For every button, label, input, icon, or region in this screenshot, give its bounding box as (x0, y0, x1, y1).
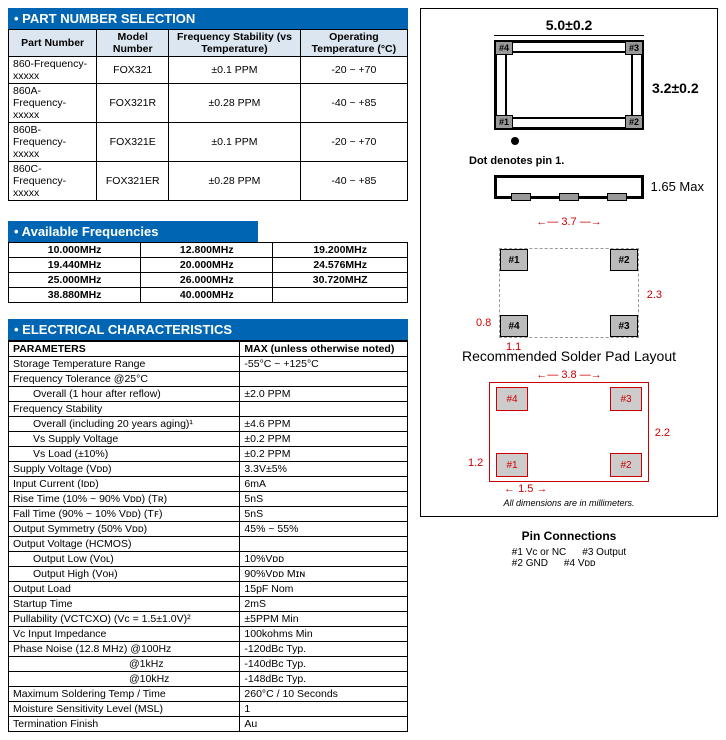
part-number-table: Part Number Model Number Frequency Stabi… (8, 29, 408, 201)
layout-dim-bottom: ← 1.5 → (504, 483, 547, 495)
solder-pad-title: Recommended Solder Pad Layout (449, 348, 689, 364)
electrical-characteristics-header: • ELECTRICAL CHARACTERISTICS (8, 319, 408, 340)
table-row: Overall (including 20 years aging)¹±4.6 … (9, 417, 408, 432)
table-row: 10.000MHz12.800MHz19.200MHz (9, 243, 408, 258)
part-number-selection-header: • PART NUMBER SELECTION (8, 8, 408, 29)
layout-pad-4: #4 (496, 387, 528, 411)
layout-dim-height: 2.2 (655, 427, 670, 439)
package-side-view (494, 175, 644, 199)
dim-height: 3.2±0.2 (652, 80, 699, 96)
table-row: Output Load15pF Nom (9, 582, 408, 597)
table-row: Phase Noise (12.8 MHz) @100Hz-120dBc Typ… (9, 642, 408, 657)
dot-label: Dot denotes pin 1. (469, 155, 689, 167)
col-model-number: Model Number (97, 30, 169, 57)
table-row: Output Low (Vᴏʟ)10%Vᴅᴅ (9, 552, 408, 567)
table-row: Output Symmetry (50% Vᴅᴅ)45% ~ 55% (9, 522, 408, 537)
table-row: Storage Temperature Range-55°C ~ +125°C (9, 357, 408, 372)
table-row: Rise Time (10% ~ 90% Vᴅᴅ) (Tʀ)5nS (9, 492, 408, 507)
table-row: Vᴄ Input Impedance100kohms Min (9, 627, 408, 642)
dimensions-note: All dimensions are in millimeters. (449, 498, 689, 508)
solder-dim-bottom: 1.1 (506, 341, 521, 353)
table-row: @1kHz-140dBc Typ. (9, 657, 408, 672)
col-freq-stability: Frequency Stability (vs Temperature) (169, 30, 301, 57)
table-row: Frequency Stability (9, 402, 408, 417)
pin-3-marker: #3 (625, 41, 643, 55)
table-row: Vs Supply Voltage±0.2 PPM (9, 432, 408, 447)
electrical-table: PARAMETERS MAX (unless otherwise noted) … (8, 340, 408, 732)
layout-pad-2: #2 (610, 453, 642, 477)
table-row: Maximum Soldering Temp / Time260°C / 10 … (9, 687, 408, 702)
package-panel: 5.0±0.2 #1 #2 #3 #4 3.2±0.2 Dot denotes … (420, 8, 718, 517)
table-row: Pullability (VCTCXO) (Vᴄ = 1.5±1.0V)²±5P… (9, 612, 408, 627)
solder-pad-1: #1 (500, 249, 528, 271)
table-row: Overall (1 hour after reflow)±2.0 PPM (9, 387, 408, 402)
layout-dim-left: 1.2 (468, 457, 483, 469)
solder-pad-2: #2 (610, 249, 638, 271)
table-row: Moisture Sensitivity Level (MSL)1 (9, 702, 408, 717)
solder-dim-height: 2.3 (647, 289, 662, 301)
table-row: @10kHz-148dBc Typ. (9, 672, 408, 687)
dim-width: 5.0±0.2 (449, 17, 689, 33)
table-row: Input Current (Iᴅᴅ)6mA (9, 477, 408, 492)
dim-thickness: 1.65 Max (651, 179, 704, 194)
col-parameters: PARAMETERS (9, 341, 240, 357)
solder-dim-left: 0.8 (476, 317, 491, 329)
solder-dim-width: ←— 3.7 —→ (499, 216, 639, 228)
recommended-layout: #1 #2 #3 #4 ←— 3.8 —→ 2.2 1.2 ← 1.5 → (489, 382, 649, 482)
col-op-temp: Operating Temperature (°C) (300, 30, 407, 57)
layout-pad-1: #1 (496, 453, 528, 477)
table-row: Vs Load (±10%)±0.2 PPM (9, 447, 408, 462)
solder-pad-4: #4 (500, 315, 528, 337)
table-row: 860A-Frequency-xxxxxFOX321R±0.28 PPM-40 … (9, 84, 408, 123)
table-row: Output Voltage (HCMOS) (9, 537, 408, 552)
table-row: 860-Frequency-xxxxxFOX321±0.1 PPM-20 ~ +… (9, 57, 408, 84)
pin-connections-grid: #1 Vc or NC#3 Output #2 GND#4 Vᴅᴅ (512, 547, 626, 569)
col-part-number: Part Number (9, 30, 97, 57)
table-row: Fall Time (90% ~ 10% Vᴅᴅ) (Tꜰ)5nS (9, 507, 408, 522)
pin-2-marker: #2 (625, 115, 643, 129)
available-frequencies-header: • Available Frequencies (8, 221, 258, 242)
table-row: Termination FinishAu (9, 717, 408, 732)
pin1-dot (511, 137, 519, 145)
table-row: 25.000MHz26.000MHz30.720MHZ (9, 273, 408, 288)
table-row: Frequency Tolerance @25°C (9, 372, 408, 387)
frequencies-table: 10.000MHz12.800MHz19.200MHz19.440MHz20.0… (8, 242, 408, 303)
package-top-view: #1 #2 #3 #4 (494, 40, 644, 130)
pin-connections-title: Pin Connections (420, 529, 718, 543)
layout-pad-3: #3 (610, 387, 642, 411)
table-row: 860C-Frequency-xxxxxFOX321ER±0.28 PPM-40… (9, 162, 408, 201)
table-row: 38.880MHz40.000MHz (9, 288, 408, 303)
table-row: Output High (Vᴏʜ)90%Vᴅᴅ Mɪɴ (9, 567, 408, 582)
table-row: Supply Voltage (Vᴅᴅ)3.3V±5% (9, 462, 408, 477)
solder-pad-layout: #1 #2 #3 #4 2.3 0.8 1.1 (499, 248, 639, 338)
pin-1-marker: #1 (495, 115, 513, 129)
table-row: 860B-Frequency-xxxxxFOX321E±0.1 PPM-20 ~… (9, 123, 408, 162)
solder-pad-3: #3 (610, 315, 638, 337)
table-row: 19.440MHz20.000MHz24.576MHz (9, 258, 408, 273)
layout-dim-width: ←— 3.8 —→ (536, 369, 601, 381)
table-row: Startup Time2mS (9, 597, 408, 612)
col-max: MAX (unless otherwise noted) (240, 341, 408, 357)
pin-4-marker: #4 (495, 41, 513, 55)
